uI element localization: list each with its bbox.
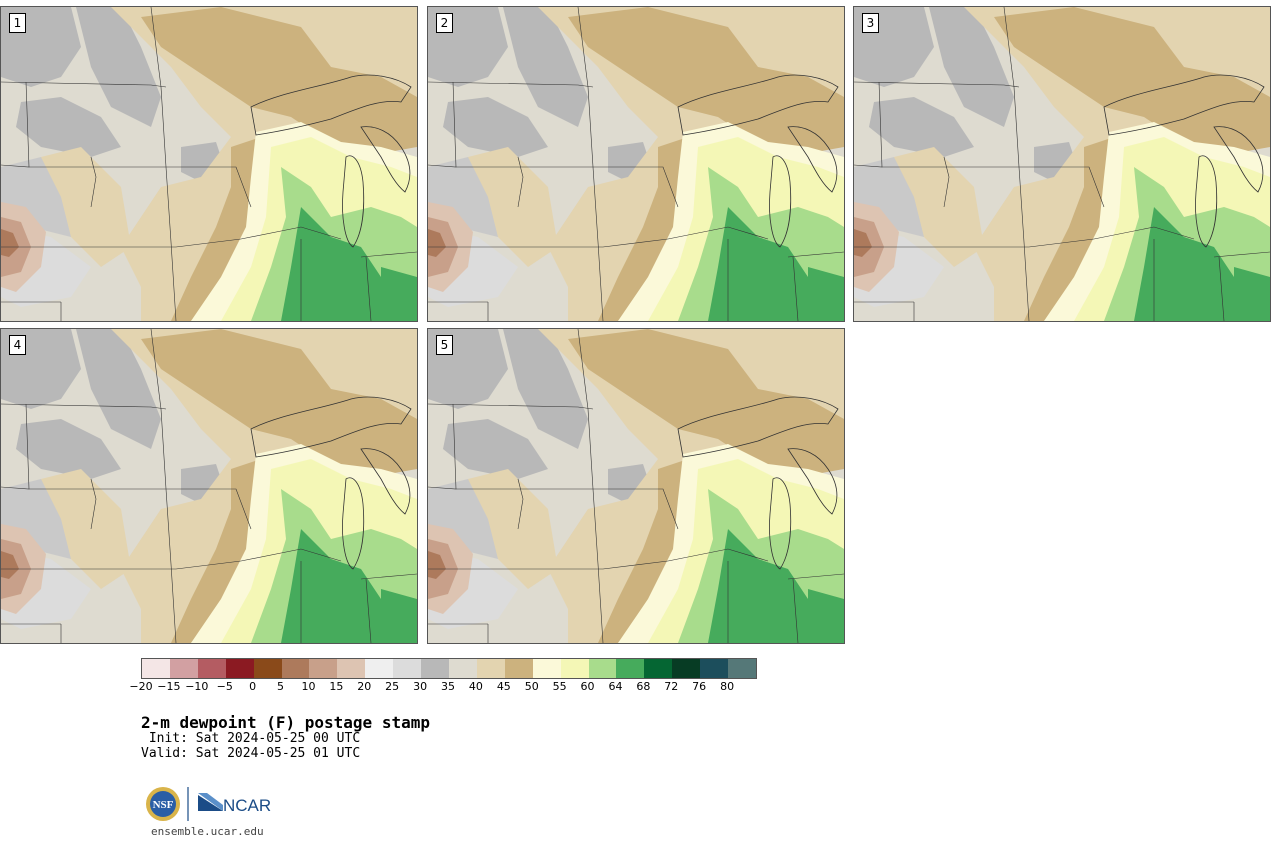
colorbar bbox=[141, 658, 757, 679]
logos: NSF NCAR bbox=[146, 787, 271, 821]
colorbar-cell bbox=[644, 659, 673, 678]
init-time: Init: Sat 2024-05-25 00 UTC bbox=[141, 731, 361, 746]
colorbar-cell bbox=[448, 659, 477, 678]
colorbar-tick-label: 50 bbox=[524, 680, 539, 693]
colorbar-tick-label: 55 bbox=[552, 680, 567, 693]
colorbar-tick-label: 72 bbox=[664, 680, 679, 693]
nsf-logo: NSF bbox=[146, 787, 180, 821]
dewpoint-map bbox=[428, 7, 844, 321]
colorbar-tick-label: 25 bbox=[385, 680, 400, 693]
panel-number: 1 bbox=[9, 13, 26, 33]
colorbar-cell bbox=[169, 659, 198, 678]
site-url: ensemble.ucar.edu bbox=[151, 825, 264, 838]
colorbar-cell bbox=[142, 659, 170, 678]
panel-number: 2 bbox=[436, 13, 453, 33]
colorbar-tick-label: 68 bbox=[636, 680, 651, 693]
colorbar-tick-label: 20 bbox=[357, 680, 372, 693]
colorbar-tick-label: 35 bbox=[441, 680, 455, 693]
colorbar-tick-label: 80 bbox=[720, 680, 735, 693]
colorbar-cell bbox=[197, 659, 226, 678]
valid-time: Valid: Sat 2024-05-25 01 UTC bbox=[141, 746, 361, 761]
colorbar-cell bbox=[588, 659, 617, 678]
colorbar-cell bbox=[504, 659, 533, 678]
colorbar-cell bbox=[560, 659, 589, 678]
colorbar-tick-label: −15 bbox=[157, 680, 181, 693]
dewpoint-map bbox=[854, 7, 1270, 321]
map-panel-4: 4 bbox=[0, 328, 418, 644]
dewpoint-map bbox=[1, 7, 417, 321]
colorbar-cell bbox=[309, 659, 338, 678]
colorbar-tick-label: 64 bbox=[608, 680, 623, 693]
colorbar-cell bbox=[225, 659, 254, 678]
colorbar-tick-label: −10 bbox=[185, 680, 209, 693]
colorbar-ticks: −20 −15 −10 −5 0 5 10 15 20 25 30 35 40 45 50 55 60 64 68 7… bbox=[129, 680, 757, 694]
colorbar-tick-label: 10 bbox=[301, 680, 316, 693]
colorbar-tick-label: 0 bbox=[249, 680, 257, 693]
colorbar-tick-label: 76 bbox=[692, 680, 707, 693]
colorbar-cell bbox=[728, 659, 756, 678]
colorbar-cell bbox=[672, 659, 701, 678]
map-panel-3: 3 bbox=[853, 6, 1271, 322]
colorbar-tick-label: −5 bbox=[216, 680, 233, 693]
map-panel-1: 1 bbox=[0, 6, 418, 322]
colorbar-tick-label: 45 bbox=[496, 680, 511, 693]
nsf-logo-text: NSF bbox=[153, 799, 174, 811]
colorbar-cell bbox=[616, 659, 645, 678]
colorbar-cell bbox=[421, 659, 449, 678]
colorbar-cell bbox=[393, 659, 422, 678]
map-panel-2: 2 bbox=[427, 6, 845, 322]
dewpoint-map bbox=[1, 329, 417, 643]
ncar-logo-text: NCAR bbox=[223, 796, 271, 815]
colorbar-tick-label: −20 bbox=[129, 680, 153, 693]
panel-number: 3 bbox=[862, 13, 879, 33]
colorbar-cell bbox=[476, 659, 505, 678]
panel-number: 4 bbox=[9, 335, 26, 355]
colorbar-tick-label: 40 bbox=[468, 680, 483, 693]
colorbar-cell bbox=[337, 659, 366, 678]
colorbar-tick-label: 30 bbox=[413, 680, 428, 693]
colorbar-tick-label: 15 bbox=[329, 680, 344, 693]
colorbar-cell bbox=[253, 659, 282, 678]
panel-number: 5 bbox=[436, 335, 453, 355]
colorbar-cell bbox=[700, 659, 729, 678]
map-panel-5: 5 bbox=[427, 328, 845, 644]
ncar-logo: NCAR bbox=[198, 793, 271, 815]
colorbar-tick-label: 60 bbox=[580, 680, 595, 693]
colorbar-cell bbox=[365, 659, 394, 678]
colorbar-cell bbox=[532, 659, 561, 678]
figure-title: 2-m dewpoint (F) postage stamp bbox=[141, 713, 430, 732]
colorbar-cell bbox=[281, 659, 310, 678]
colorbar-tick-label: 5 bbox=[277, 680, 285, 693]
dewpoint-map bbox=[428, 329, 844, 643]
